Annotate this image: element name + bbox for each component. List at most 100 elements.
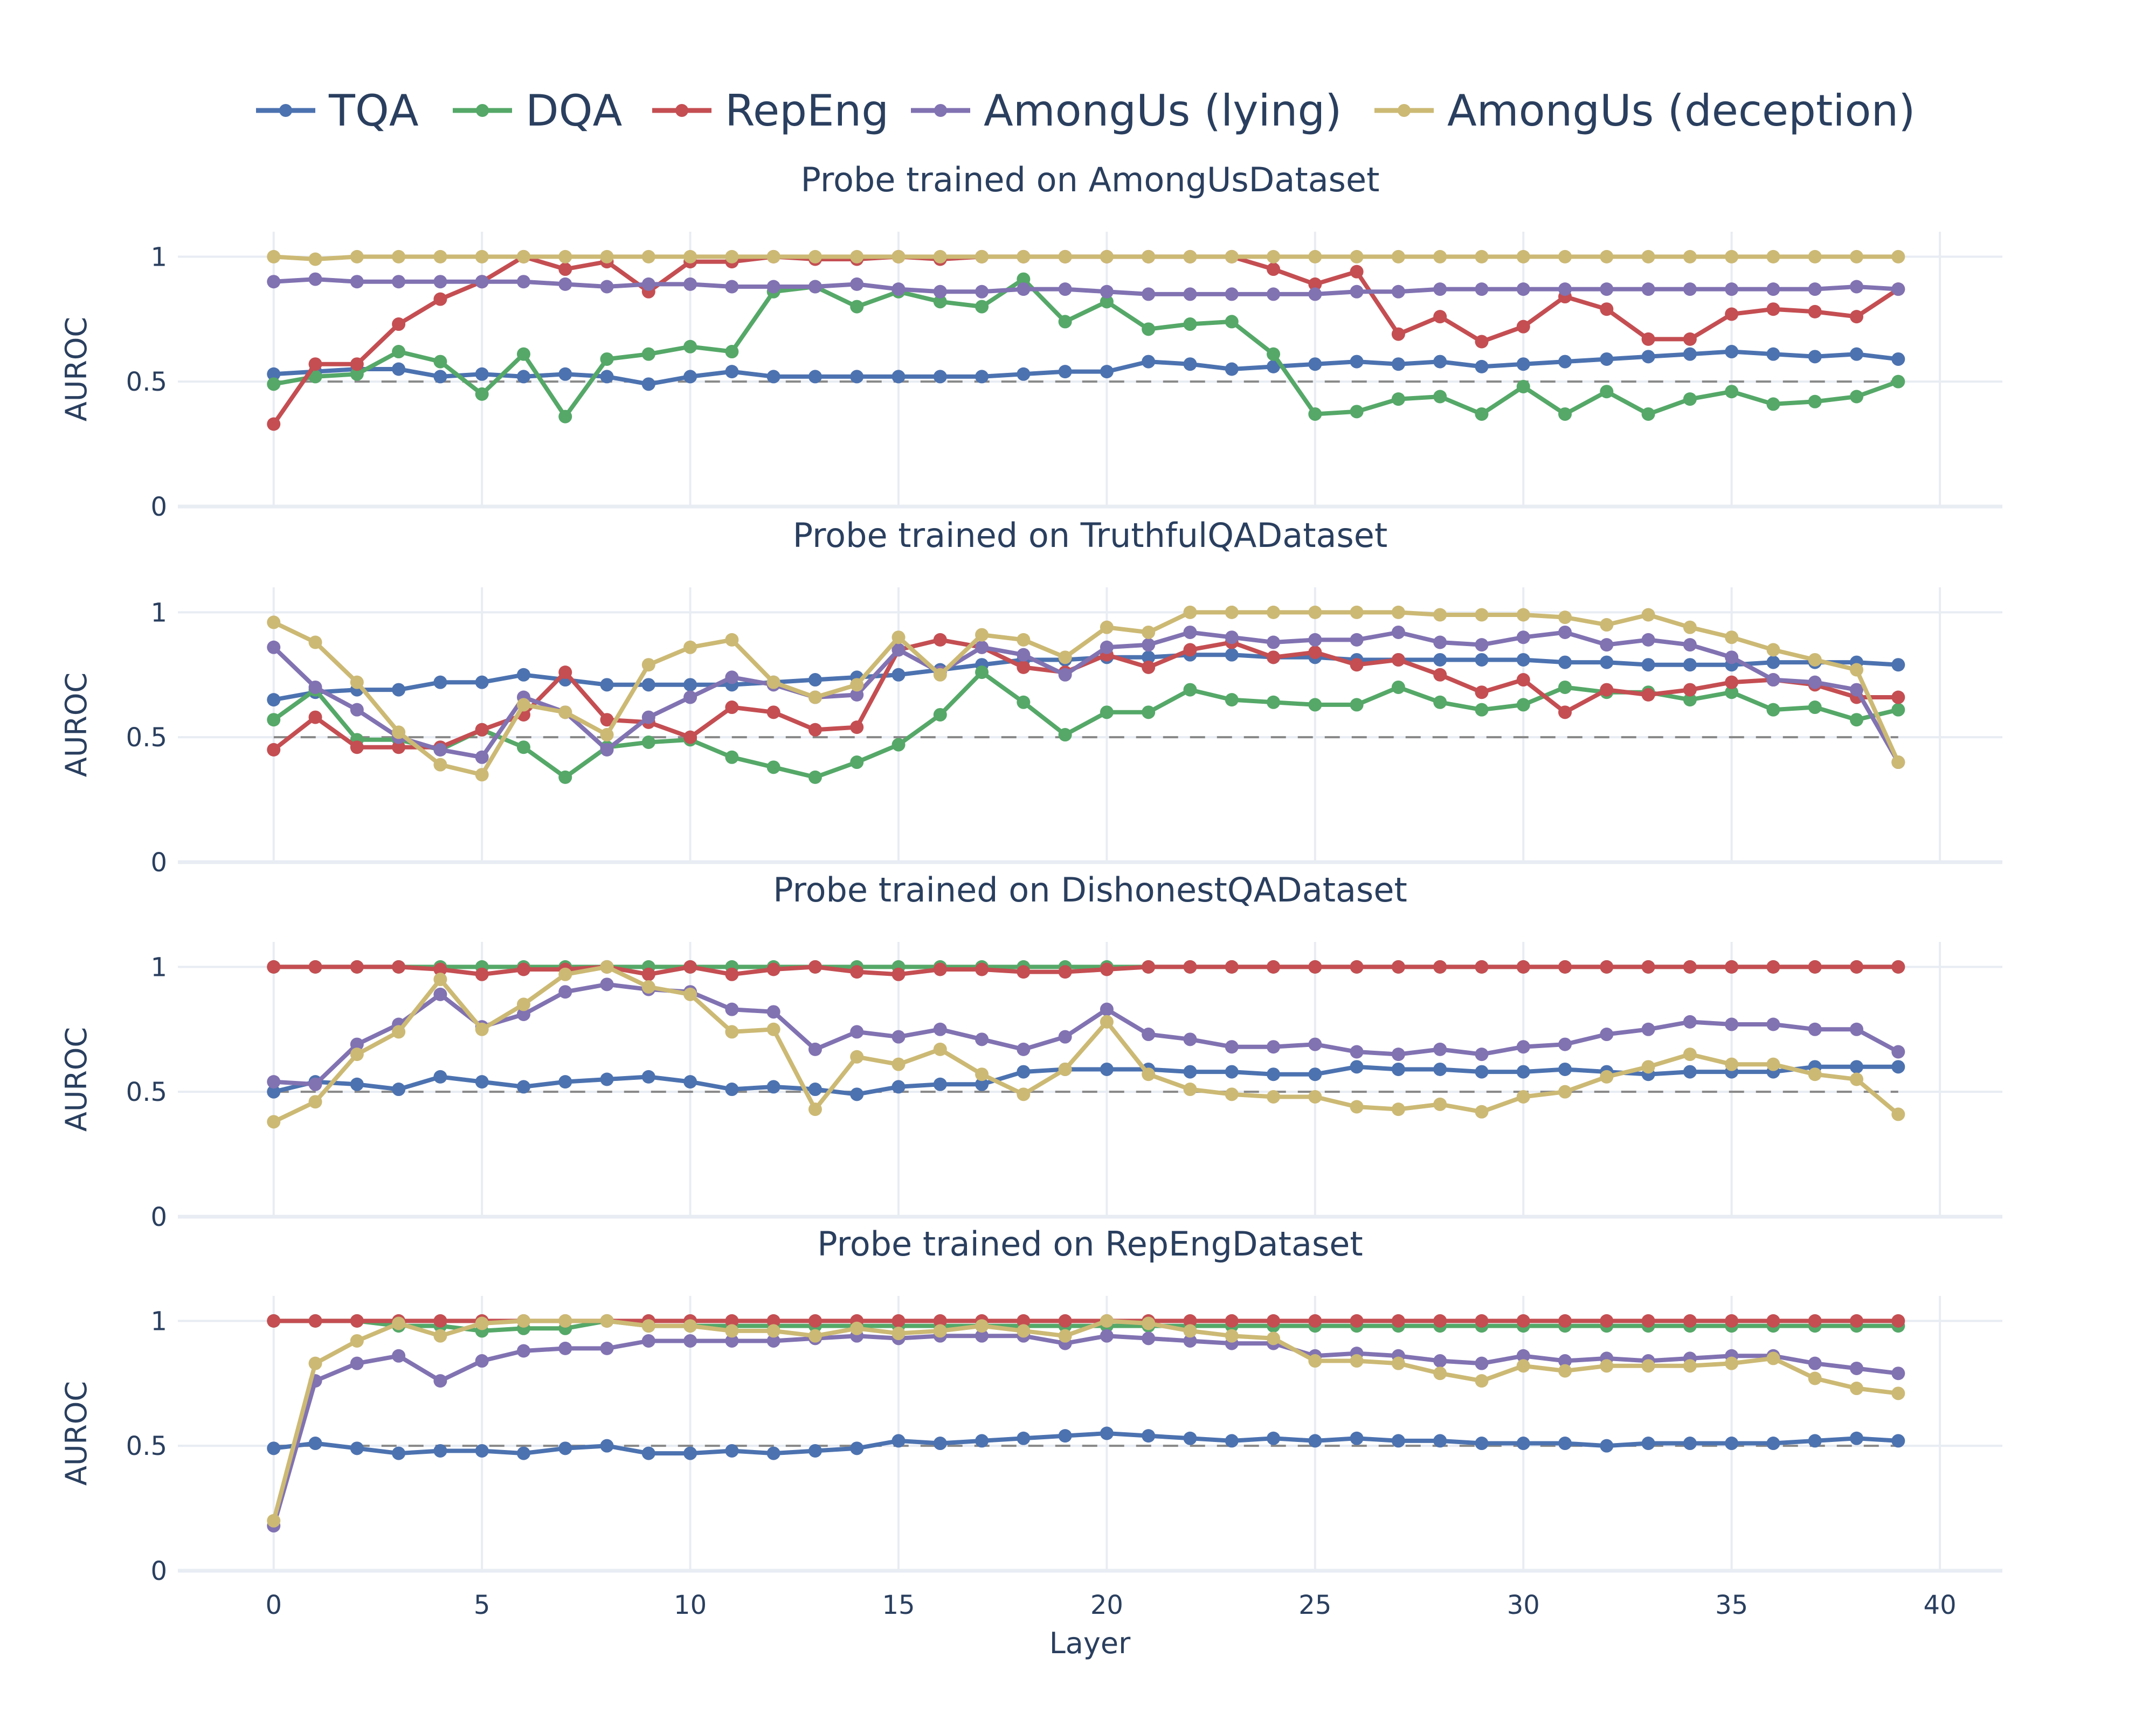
data-point-tqa: [1225, 648, 1239, 662]
data-point-repeng: [308, 1314, 322, 1328]
data-point-amongus-lying: [308, 272, 322, 286]
data-point-amongus-deception: [1100, 620, 1114, 634]
data-point-dqa: [1558, 407, 1572, 421]
data-point-amongus-deception: [516, 997, 530, 1011]
data-point-tqa: [1391, 1062, 1405, 1076]
data-point-tqa: [1017, 1431, 1031, 1445]
data-point-tqa: [1891, 658, 1905, 672]
data-point-amongus-deception: [1558, 249, 1572, 263]
data-point-repeng: [1683, 683, 1697, 697]
data-point-repeng: [1600, 302, 1614, 316]
data-point-repeng: [1267, 1314, 1281, 1328]
legend-item-repeng[interactable]: RepEng: [652, 86, 889, 136]
data-point-amongus-lying: [1808, 675, 1822, 689]
data-point-tqa: [850, 1441, 864, 1455]
series-line-amongus-deception: [273, 254, 1898, 261]
data-point-amongus-lying: [1142, 638, 1156, 652]
data-point-amongus-lying: [850, 688, 864, 702]
data-point-tqa: [350, 1441, 364, 1455]
data-point-dqa: [1433, 695, 1447, 709]
data-point-tqa: [1850, 1060, 1864, 1074]
legend-item-tqa[interactable]: TQA: [256, 86, 419, 136]
data-point-amongus-lying: [1017, 648, 1031, 662]
data-point-amongus-deception: [766, 249, 780, 263]
data-point-amongus-lying: [975, 285, 989, 299]
data-point-repeng: [1267, 650, 1281, 664]
data-point-repeng: [683, 730, 697, 744]
data-point-amongus-lying: [892, 1030, 906, 1044]
data-point-amongus-lying: [1766, 1017, 1780, 1031]
legend-item-amongus-deception[interactable]: AmongUs (deception): [1374, 86, 1915, 136]
data-point-amongus-deception: [1725, 1057, 1739, 1071]
data-point-amongus-lying: [433, 1374, 447, 1388]
data-point-amongus-deception: [1391, 605, 1405, 619]
data-point-tqa: [850, 370, 864, 384]
data-point-amongus-deception: [392, 1025, 406, 1039]
data-point-repeng: [725, 967, 739, 981]
data-point-amongus-lying: [308, 1077, 322, 1091]
data-point-tqa: [808, 673, 822, 687]
data-point-tqa: [1183, 357, 1197, 371]
data-point-tqa: [808, 370, 822, 384]
data-point-tqa: [1725, 1437, 1739, 1451]
data-point-amongus-lying: [725, 1002, 739, 1016]
data-point-tqa: [641, 1070, 655, 1084]
data-point-tqa: [1350, 1060, 1364, 1074]
data-point-dqa: [1808, 394, 1822, 408]
data-point-amongus-deception: [1641, 249, 1655, 263]
panel-title: Probe trained on TruthfulQADataset: [793, 516, 1388, 555]
data-point-amongus-deception: [475, 1022, 489, 1036]
y-tick-label: 0.5: [126, 367, 167, 397]
data-point-amongus-deception: [1683, 620, 1697, 634]
data-point-tqa: [392, 1083, 406, 1097]
data-point-dqa: [1225, 315, 1239, 329]
data-point-repeng: [1641, 960, 1655, 974]
data-point-amongus-lying: [1142, 1331, 1156, 1345]
legend-item-amongus-lying[interactable]: AmongUs (lying): [911, 86, 1342, 136]
data-point-tqa: [1808, 350, 1822, 364]
data-point-amongus-lying: [1516, 282, 1530, 296]
data-point-dqa: [475, 387, 489, 401]
panel-1: Probe trained on AmongUsDataset AUROC 0 0.5…: [59, 160, 2002, 522]
data-point-tqa: [1350, 355, 1364, 369]
data-point-tqa: [975, 1077, 989, 1091]
data-point-amongus-lying: [641, 277, 655, 291]
data-point-dqa: [850, 755, 864, 769]
data-point-repeng: [1600, 1314, 1614, 1328]
data-point-repeng: [1225, 1314, 1239, 1328]
data-point-amongus-deception: [1267, 1090, 1281, 1104]
data-point-tqa: [558, 367, 572, 381]
data-point-dqa: [267, 377, 281, 391]
data-point-amongus-deception: [1891, 1107, 1905, 1121]
data-point-tqa: [1308, 1434, 1322, 1448]
data-point-amongus-lying: [433, 275, 447, 289]
data-point-repeng: [1808, 960, 1822, 974]
y-tick-label: 1: [150, 952, 167, 982]
legend-label-dqa: DQA: [526, 86, 623, 136]
data-point-amongus-lying: [433, 987, 447, 1001]
data-point-tqa: [1641, 350, 1655, 364]
legend-item-dqa[interactable]: DQA: [453, 86, 623, 136]
data-point-repeng: [1516, 320, 1530, 334]
data-point-repeng: [433, 292, 447, 306]
data-point-amongus-lying: [1350, 1045, 1364, 1059]
data-point-tqa: [892, 1080, 906, 1094]
legend[interactable]: TQA DQA RepEng AmongUs (lying) AmongUs (dece…: [256, 86, 1915, 136]
series-line-dqa: [273, 277, 1899, 419]
data-point-amongus-lying: [1850, 683, 1864, 697]
data-point-dqa: [1100, 705, 1114, 719]
data-point-amongus-deception: [1017, 1087, 1031, 1101]
data-point-repeng: [1766, 302, 1780, 316]
data-point-amongus-deception: [267, 615, 281, 629]
data-point-amongus-lying: [392, 275, 406, 289]
data-point-amongus-lying: [1433, 282, 1447, 296]
data-point-amongus-deception: [1766, 1351, 1780, 1365]
data-point-amongus-lying: [808, 280, 822, 294]
data-point-repeng: [1017, 660, 1031, 674]
data-point-amongus-deception: [1850, 249, 1864, 263]
data-point-repeng: [1142, 960, 1156, 974]
data-point-repeng: [1516, 673, 1530, 687]
data-point-amongus-deception: [1183, 605, 1197, 619]
data-point-amongus-deception: [850, 1321, 864, 1335]
data-point-tqa: [975, 1434, 989, 1448]
